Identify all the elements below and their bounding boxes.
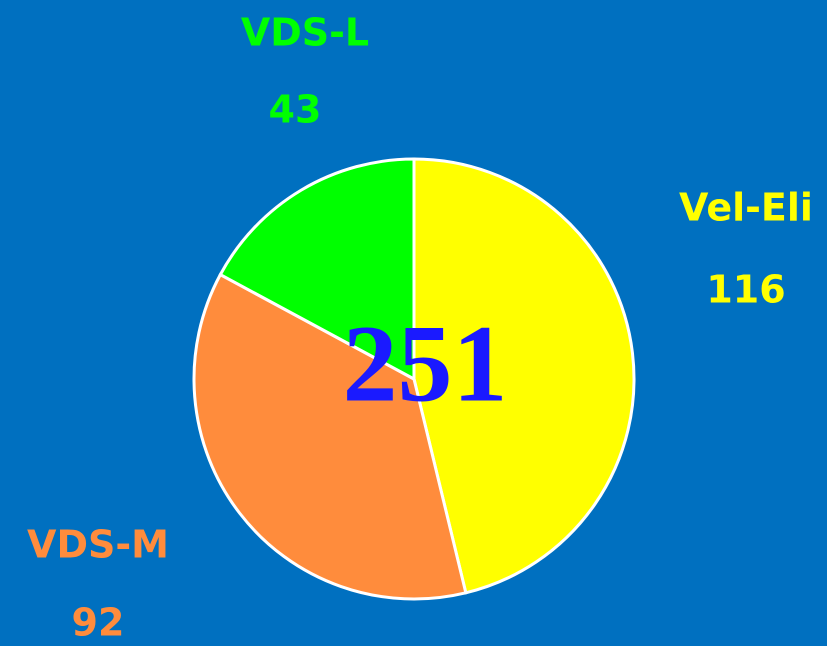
pie (192, 157, 636, 601)
slice-name-label: Vel-Eli (679, 186, 813, 230)
total-label: 251 (343, 302, 508, 424)
slice-name-label: VDS-L (241, 11, 369, 55)
slice-name-label: VDS-M (27, 523, 169, 567)
pie-slice (412, 157, 636, 595)
slice-value-label: 92 (72, 601, 125, 645)
slice-value-label: 116 (706, 268, 785, 312)
pie-slice (192, 272, 468, 601)
slice-value-label: 43 (269, 88, 322, 132)
pie-slice (218, 157, 416, 382)
